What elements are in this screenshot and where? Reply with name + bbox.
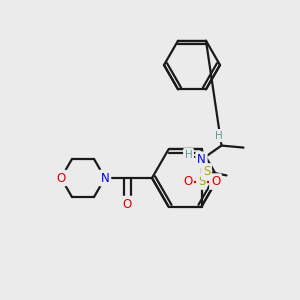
Text: N: N — [100, 172, 109, 184]
Text: H: H — [184, 150, 192, 160]
Text: S: S — [198, 175, 205, 188]
Text: O: O — [183, 175, 192, 188]
Text: O: O — [56, 172, 66, 184]
Text: S: S — [203, 165, 210, 178]
Text: H: H — [214, 130, 222, 141]
Text: O: O — [211, 175, 220, 188]
Text: O: O — [122, 197, 132, 211]
Text: N: N — [100, 172, 109, 184]
Text: N: N — [197, 153, 206, 166]
